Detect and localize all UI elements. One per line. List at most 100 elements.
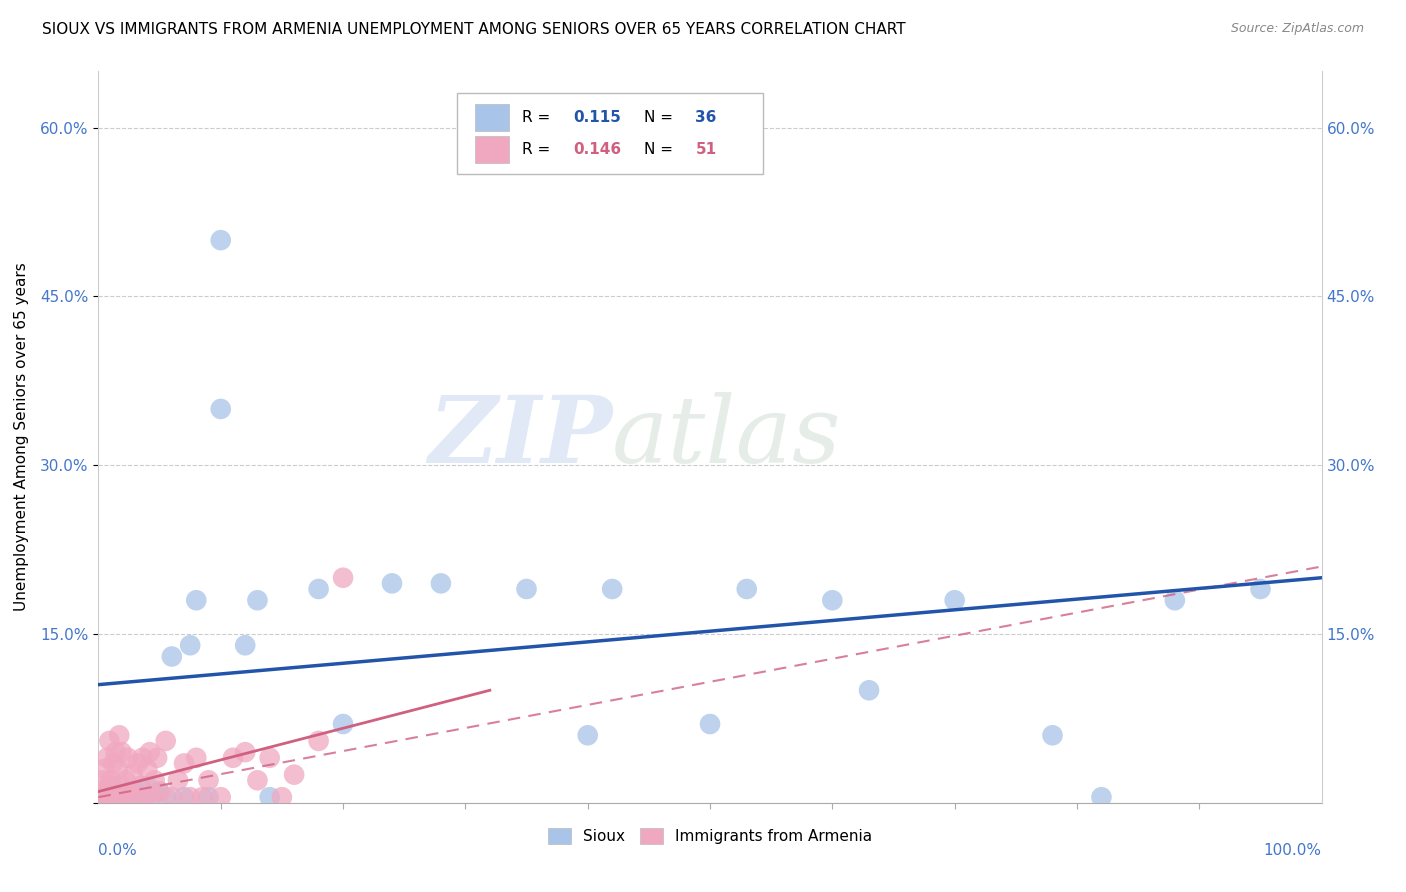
Point xyxy=(173,756,195,771)
Text: 51: 51 xyxy=(696,142,717,157)
Text: 100.0%: 100.0% xyxy=(1264,843,1322,858)
Point xyxy=(149,784,172,798)
Point xyxy=(858,683,880,698)
Point xyxy=(160,649,183,664)
Bar xyxy=(475,136,509,163)
Point xyxy=(515,582,537,596)
Point xyxy=(149,784,172,798)
Point xyxy=(105,784,128,798)
Point xyxy=(179,790,201,805)
Point xyxy=(197,790,219,805)
Text: N =: N = xyxy=(644,110,678,125)
Point xyxy=(1090,790,1112,805)
Y-axis label: Unemployment Among Seniors over 65 years: Unemployment Among Seniors over 65 years xyxy=(14,263,30,611)
Point xyxy=(93,790,115,805)
Point xyxy=(131,751,153,765)
Point xyxy=(105,790,128,805)
Bar xyxy=(475,104,509,130)
Point xyxy=(246,593,269,607)
Text: SIOUX VS IMMIGRANTS FROM ARMENIA UNEMPLOYMENT AMONG SENIORS OVER 65 YEARS CORREL: SIOUX VS IMMIGRANTS FROM ARMENIA UNEMPLO… xyxy=(42,22,905,37)
Text: atlas: atlas xyxy=(612,392,842,482)
Point xyxy=(209,790,232,805)
Point xyxy=(91,790,114,805)
Point xyxy=(430,576,453,591)
Point xyxy=(186,751,208,765)
Point xyxy=(111,790,134,805)
Point xyxy=(90,790,112,805)
Point xyxy=(108,728,131,742)
Point xyxy=(600,582,623,596)
Point xyxy=(943,593,966,607)
Point xyxy=(100,773,122,788)
Point xyxy=(186,593,208,607)
Point xyxy=(141,790,163,805)
Point xyxy=(699,717,721,731)
Text: 36: 36 xyxy=(696,110,717,125)
Text: 0.0%: 0.0% xyxy=(98,843,138,858)
Point xyxy=(233,638,256,652)
Point xyxy=(173,790,195,805)
Point xyxy=(1164,593,1187,607)
Point xyxy=(124,790,146,805)
Point xyxy=(143,773,166,788)
Point xyxy=(167,773,190,788)
Point xyxy=(246,773,269,788)
Text: 0.146: 0.146 xyxy=(574,142,621,157)
Point xyxy=(111,745,134,759)
Point xyxy=(1249,582,1271,596)
Text: R =: R = xyxy=(522,110,555,125)
Point xyxy=(127,756,149,771)
Point xyxy=(114,773,136,788)
Point xyxy=(146,751,169,765)
Point xyxy=(134,790,156,805)
Point xyxy=(821,593,844,607)
Point xyxy=(332,717,354,731)
Point xyxy=(222,751,245,765)
Point xyxy=(93,762,115,776)
Point xyxy=(735,582,758,596)
Point xyxy=(179,638,201,652)
Point xyxy=(104,745,127,759)
FancyBboxPatch shape xyxy=(457,94,762,174)
Point xyxy=(209,233,232,247)
Point xyxy=(160,790,183,805)
Point xyxy=(270,790,294,805)
Point xyxy=(124,790,146,805)
Point xyxy=(332,571,354,585)
Point xyxy=(96,751,118,765)
Point xyxy=(91,773,114,788)
Point xyxy=(107,762,129,776)
Point xyxy=(259,751,281,765)
Point xyxy=(117,751,139,765)
Point xyxy=(197,773,219,788)
Point xyxy=(139,745,162,759)
Point xyxy=(103,784,125,798)
Point xyxy=(136,762,159,776)
Point xyxy=(308,734,330,748)
Text: Source: ZipAtlas.com: Source: ZipAtlas.com xyxy=(1230,22,1364,36)
Point xyxy=(209,401,232,416)
Point xyxy=(381,576,404,591)
Text: ZIP: ZIP xyxy=(427,392,612,482)
Point xyxy=(101,790,124,805)
Point xyxy=(233,745,256,759)
Point xyxy=(576,728,599,742)
Point xyxy=(155,790,177,805)
Text: N =: N = xyxy=(644,142,678,157)
Point xyxy=(120,784,142,798)
Point xyxy=(155,734,177,748)
Point xyxy=(121,767,143,781)
Point xyxy=(136,790,159,805)
Point xyxy=(101,756,124,771)
Point xyxy=(97,779,120,793)
Point xyxy=(94,784,117,798)
Text: R =: R = xyxy=(522,142,555,157)
Point xyxy=(129,779,152,793)
Point xyxy=(283,767,305,781)
Point xyxy=(191,790,214,805)
Point xyxy=(308,582,330,596)
Point xyxy=(1042,728,1064,742)
Point xyxy=(98,734,121,748)
Point xyxy=(124,784,146,798)
Point xyxy=(100,779,122,793)
